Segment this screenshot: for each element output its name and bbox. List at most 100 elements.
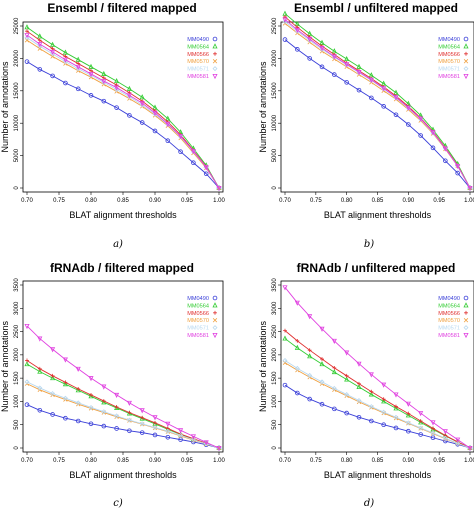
data-point — [307, 56, 312, 61]
x-tick-label: 1.00 — [213, 458, 225, 464]
data-point — [101, 70, 107, 76]
legend-label: MM0564 — [187, 44, 209, 50]
legend-marker — [463, 43, 469, 49]
data-point — [430, 430, 436, 436]
x-tick-label: 0.75 — [310, 458, 322, 464]
data-point — [319, 401, 325, 407]
data-point — [307, 353, 313, 359]
legend-label: MM0564 — [438, 303, 460, 309]
x-tick-label: 0.85 — [117, 458, 129, 464]
legend-marker — [463, 74, 469, 80]
chart-title: Ensembl / unfiltered mapped — [294, 1, 458, 15]
data-point — [139, 120, 145, 125]
y-tick-label: 0 — [272, 186, 278, 190]
data-point — [165, 428, 171, 434]
legend-label: MM0490 — [438, 296, 460, 302]
data-point — [282, 17, 288, 23]
data-point — [63, 415, 68, 421]
legend-label: MM0570 — [438, 59, 460, 65]
data-point — [357, 381, 361, 386]
series-line — [284, 39, 471, 189]
data-point — [24, 361, 30, 367]
data-point — [344, 55, 350, 62]
data-point — [114, 87, 120, 92]
data-point — [88, 405, 94, 410]
data-point — [165, 138, 171, 143]
legend-label: MM0566 — [438, 311, 460, 317]
data-point — [356, 361, 362, 367]
y-tick-label: 1000 — [272, 394, 278, 408]
data-point — [50, 54, 55, 59]
data-point — [25, 29, 29, 34]
data-point — [75, 418, 81, 424]
data-point — [418, 411, 424, 417]
legend-label: MM0581 — [438, 74, 460, 80]
x-tick-label: 0.95 — [433, 198, 445, 204]
legend-marker — [212, 332, 218, 339]
data-point — [319, 361, 325, 367]
legend-marker — [463, 295, 469, 301]
data-point — [88, 63, 94, 69]
data-point — [369, 95, 374, 101]
data-point — [294, 365, 300, 371]
x-tick-label: 0.90 — [149, 458, 161, 464]
data-point — [332, 406, 337, 412]
x-tick-label: 1.00 — [464, 458, 474, 464]
data-point — [344, 350, 350, 356]
data-point — [62, 49, 68, 55]
data-point — [152, 128, 158, 134]
data-point — [203, 165, 209, 171]
data-point — [393, 392, 399, 398]
data-point — [295, 47, 300, 52]
x-tick-label: 0.80 — [85, 458, 97, 464]
data-point — [101, 399, 106, 403]
x-tick-label: 0.90 — [402, 458, 414, 464]
data-point — [332, 72, 337, 77]
legend-label: MM0566 — [438, 52, 460, 58]
data-point — [101, 79, 107, 85]
legend-label: MM0564 — [187, 303, 209, 309]
x-tick-label: 0.95 — [181, 458, 193, 464]
data-point — [75, 400, 81, 406]
data-point — [455, 163, 461, 170]
data-point — [431, 426, 435, 431]
series-line — [284, 338, 471, 449]
series-line — [284, 287, 471, 449]
legend-marker — [463, 302, 469, 308]
data-point — [405, 412, 411, 418]
chart-panel: fRNAdb / filtered mapped 0.70 0.75 0.80 0.85… — [0, 261, 225, 480]
legend-label: MM0566 — [187, 311, 209, 317]
x-axis-label: BLAT alignment thresholds — [324, 210, 432, 220]
data-point — [50, 49, 56, 56]
data-point — [418, 116, 424, 122]
x-tick-label: 1.00 — [213, 198, 225, 204]
legend-marker — [212, 66, 218, 72]
data-point — [418, 133, 423, 138]
data-point — [50, 73, 55, 79]
data-point — [356, 383, 362, 389]
data-point — [75, 387, 81, 393]
data-point — [319, 326, 325, 332]
y-tick-label: 15000 — [14, 82, 20, 99]
data-point — [139, 421, 145, 427]
data-point — [319, 379, 325, 385]
data-point — [24, 24, 30, 30]
legend-marker — [464, 51, 468, 56]
y-tick-label: 3500 — [272, 278, 278, 292]
data-point — [394, 404, 398, 409]
data-point — [368, 372, 374, 378]
legend-marker — [212, 318, 218, 323]
data-point — [114, 405, 119, 409]
data-point — [75, 64, 81, 70]
data-point — [307, 372, 313, 378]
y-tick-label: 1000 — [14, 394, 20, 408]
x-tick-label: 0.70 — [279, 458, 291, 464]
data-point — [455, 440, 461, 446]
legend-label: MM0490 — [187, 296, 209, 302]
legend-marker — [212, 74, 218, 80]
data-point — [75, 66, 81, 72]
data-point — [393, 95, 399, 101]
data-point — [50, 391, 56, 396]
x-tick-label: 0.80 — [85, 198, 97, 204]
